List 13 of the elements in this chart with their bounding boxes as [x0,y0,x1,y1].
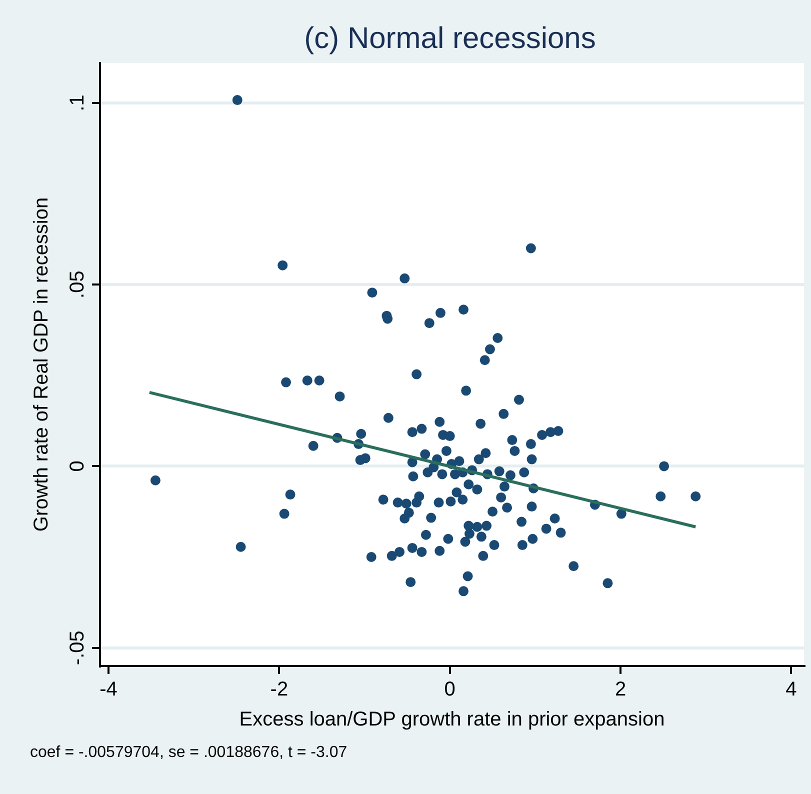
y-tick-label: 0 [66,460,89,472]
x-axis-title: Excess loan/GDP growth rate in prior expansion [239,708,665,731]
x-tick-label: -4 [100,678,118,701]
text: coef = -.00579704, se = .00188676, t = -3.07 [30,744,348,762]
x-tick-label: 2 [614,678,626,701]
y-tick-label: -.05 [66,630,89,666]
y-tick-label: .05 [66,270,89,298]
y-tick-label: .1 [66,94,89,112]
x-tick-label: 0 [444,678,456,701]
x-tick-label: -2 [270,678,288,701]
x-tick-label: 4 [786,678,797,701]
chart-title: (c) Normal recessions [303,22,597,56]
y-axis-title: Growth rate of Real GDP in recession [30,197,53,532]
